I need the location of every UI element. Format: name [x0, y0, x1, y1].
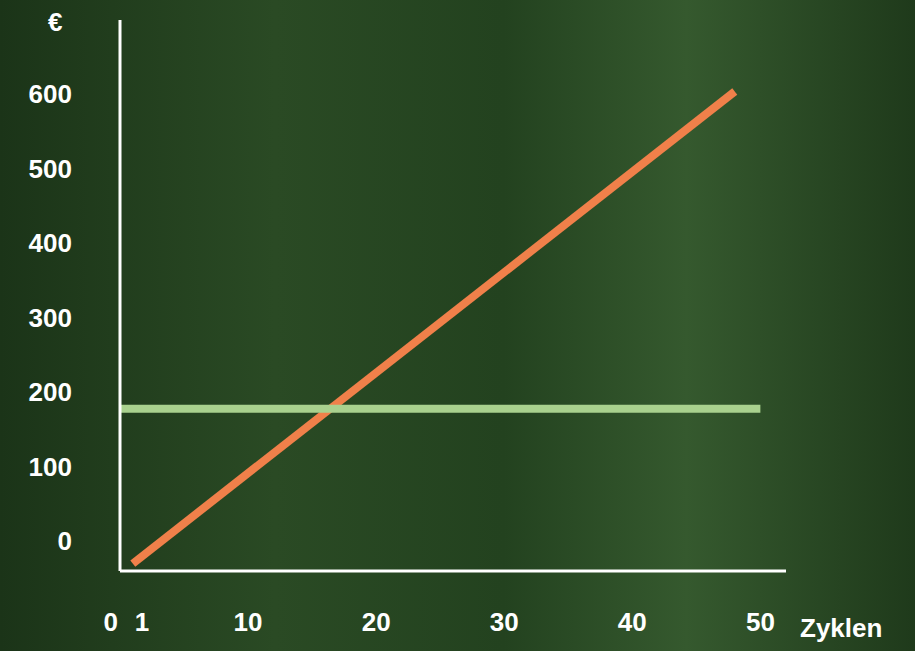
html-text:Zyklen: Zyklen: [800, 613, 883, 643]
svg-text:20: 20: [362, 607, 391, 637]
svg-text:10: 10: [234, 607, 263, 637]
svg-text:0: 0: [58, 526, 72, 556]
svg-text:100: 100: [29, 452, 72, 482]
svg-text:0: 0: [104, 607, 118, 637]
svg-text:300: 300: [29, 303, 72, 333]
svg-text:40: 40: [618, 607, 647, 637]
svg-text:30: 30: [490, 607, 519, 637]
svg-text:400: 400: [29, 228, 72, 258]
svg-text:500: 500: [29, 154, 72, 184]
svg-text:50: 50: [746, 607, 775, 637]
svg-text:1: 1: [135, 607, 149, 637]
svg-text:200: 200: [29, 377, 72, 407]
svg-text:600: 600: [29, 79, 72, 109]
